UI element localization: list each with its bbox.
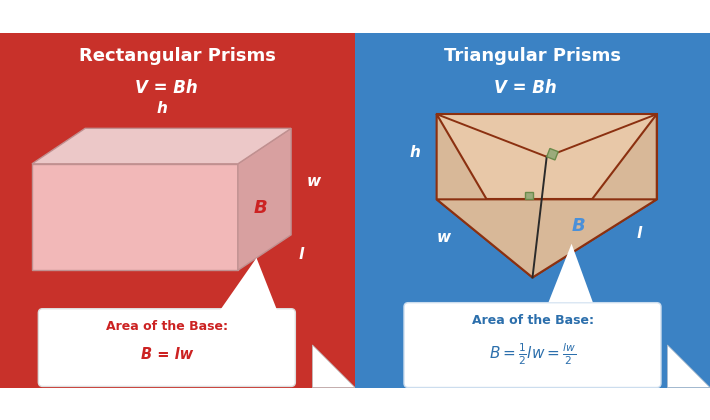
Text: Rectangular Prisms: Rectangular Prisms bbox=[79, 47, 276, 65]
Text: l: l bbox=[636, 226, 642, 242]
Polygon shape bbox=[32, 129, 291, 164]
Text: w: w bbox=[437, 230, 451, 245]
Text: B: B bbox=[254, 199, 268, 217]
Text: w: w bbox=[307, 174, 321, 189]
Text: h: h bbox=[156, 101, 167, 116]
FancyBboxPatch shape bbox=[38, 309, 295, 386]
Text: B = lw: B = lw bbox=[141, 347, 193, 362]
Polygon shape bbox=[437, 114, 532, 278]
Polygon shape bbox=[437, 200, 657, 278]
Polygon shape bbox=[238, 129, 291, 270]
Polygon shape bbox=[549, 244, 593, 302]
Polygon shape bbox=[525, 192, 532, 200]
Text: Area of the Base:: Area of the Base: bbox=[471, 314, 594, 327]
Polygon shape bbox=[437, 114, 657, 200]
Text: Area of the Base:: Area of the Base: bbox=[106, 320, 228, 333]
Text: Triangular Prisms: Triangular Prisms bbox=[444, 47, 621, 65]
FancyBboxPatch shape bbox=[404, 303, 661, 388]
Text: V = Bh: V = Bh bbox=[136, 79, 198, 97]
Text: h: h bbox=[410, 145, 421, 160]
Polygon shape bbox=[312, 345, 355, 388]
Polygon shape bbox=[312, 345, 355, 388]
Text: l: l bbox=[298, 247, 303, 262]
Polygon shape bbox=[532, 114, 657, 278]
Polygon shape bbox=[667, 345, 710, 388]
Polygon shape bbox=[216, 258, 280, 317]
Text: B: B bbox=[572, 217, 586, 235]
Polygon shape bbox=[547, 149, 558, 160]
Text: V = Bh: V = Bh bbox=[494, 79, 557, 97]
Polygon shape bbox=[32, 164, 238, 270]
Polygon shape bbox=[667, 345, 710, 388]
Text: $\mathit{B} = \frac{1}{2}\mathit{lw} = \frac{\mathit{lw}}{2}$: $\mathit{B} = \frac{1}{2}\mathit{lw} = \… bbox=[489, 341, 576, 367]
